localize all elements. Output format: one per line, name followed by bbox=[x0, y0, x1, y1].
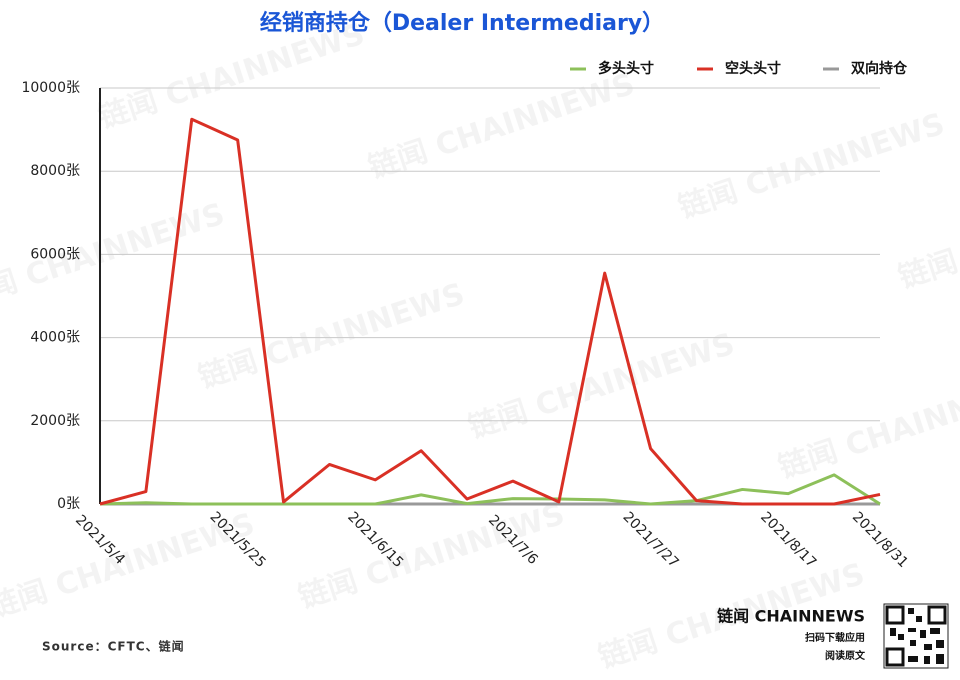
y-tick-label: 6000张 bbox=[30, 246, 80, 262]
legend-label: 双向持仓 bbox=[851, 60, 908, 77]
y-tick-label: 0张 bbox=[57, 496, 80, 512]
watermark: 链闻 CHAINNEWS bbox=[674, 107, 949, 226]
line-series bbox=[99, 473, 881, 506]
x-tick-label: 2021/8/17 bbox=[757, 509, 819, 571]
brand-line: 扫码下载应用 bbox=[805, 631, 865, 644]
line-series bbox=[99, 117, 881, 506]
watermark: 链闻 CHAINNEWS bbox=[364, 67, 639, 186]
qr-code bbox=[883, 603, 949, 669]
watermark: 链闻 CHAINNEWS bbox=[464, 327, 739, 446]
watermark: 链闻 CHAINNEWS bbox=[894, 177, 960, 296]
source: Source：CFTC、链闻 bbox=[42, 639, 185, 654]
chart-title: 经销商持仓（Dealer Intermediary） bbox=[260, 10, 664, 36]
x-tick-label: 2021/7/27 bbox=[620, 509, 682, 571]
y-tick-label: 4000张 bbox=[30, 330, 80, 346]
watermark: 链闻 CHAINNEWS bbox=[194, 277, 469, 396]
watermark: 链闻 CHAINNEWS bbox=[774, 367, 960, 486]
brand: 链闻 CHAINNEWS bbox=[717, 607, 865, 626]
y-tick-label: 8000张 bbox=[30, 163, 80, 179]
y-tick-label: 2000张 bbox=[30, 413, 80, 429]
watermarks: 链闻 CHAINNEWS链闻 CHAINNEWS链闻 CHAINNEWS链闻 C… bbox=[0, 17, 960, 676]
brand-line: 阅读原文 bbox=[825, 649, 866, 662]
legend-label: 多头头寸 bbox=[598, 60, 654, 77]
legend-label: 空头头寸 bbox=[725, 60, 781, 77]
y-tick-label: 10000张 bbox=[21, 80, 80, 96]
